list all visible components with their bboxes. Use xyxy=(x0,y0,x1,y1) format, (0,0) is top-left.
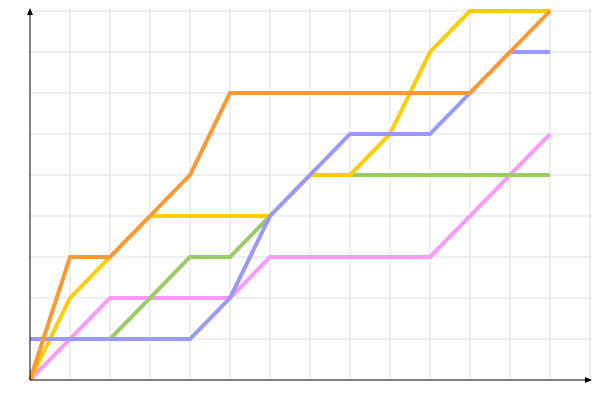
y-axis-arrow-icon xyxy=(27,8,33,15)
x-axis-arrow-icon xyxy=(585,377,592,383)
series-line-1 xyxy=(28,132,552,382)
series-line-5 xyxy=(28,9,552,381)
grid xyxy=(30,8,592,380)
series-lines xyxy=(28,9,552,382)
axes xyxy=(27,8,592,383)
series-line-4 xyxy=(30,50,550,341)
